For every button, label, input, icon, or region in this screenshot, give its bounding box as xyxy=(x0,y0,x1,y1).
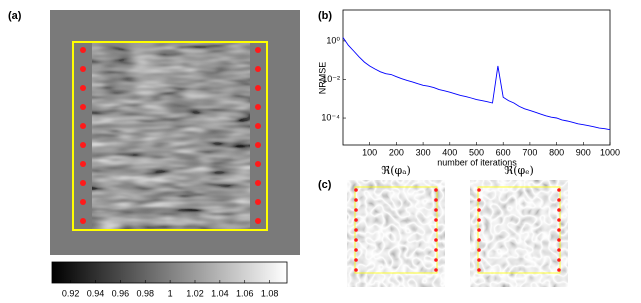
dot xyxy=(434,268,438,272)
x-tick-label: 700 xyxy=(522,147,537,157)
series-line xyxy=(342,37,611,131)
dot xyxy=(80,161,86,167)
dot xyxy=(80,104,86,110)
dot xyxy=(354,218,358,222)
dot xyxy=(354,238,358,242)
x-axis-label: number of iterations xyxy=(437,157,517,167)
dot xyxy=(477,208,481,212)
dot xyxy=(255,104,261,110)
dot xyxy=(477,218,481,222)
y-tick-label: 10⁻⁴ xyxy=(321,112,340,122)
dot xyxy=(477,268,481,272)
dot xyxy=(80,180,86,186)
source-dots xyxy=(354,188,561,272)
dot xyxy=(354,268,358,272)
x-tick-label: 900 xyxy=(576,147,591,157)
panel-label: (a) xyxy=(8,10,22,22)
y-axis-label: NRMSE xyxy=(317,62,327,95)
plot-area xyxy=(342,9,611,146)
x-tick-label: 600 xyxy=(496,147,511,157)
wavefield-image xyxy=(92,42,250,230)
dot xyxy=(354,228,358,232)
dot xyxy=(557,258,561,262)
dot xyxy=(434,218,438,222)
dot xyxy=(255,85,261,91)
dot xyxy=(477,248,481,252)
dot xyxy=(434,248,438,252)
x-tick-label: 100 xyxy=(362,147,377,157)
image-title: ℜ(φₑ) xyxy=(504,164,534,177)
dot xyxy=(557,268,561,272)
dot xyxy=(557,238,561,242)
dot xyxy=(354,248,358,252)
image-title: ℜ(φₐ) xyxy=(381,164,410,177)
dot xyxy=(80,47,86,53)
dot xyxy=(80,85,86,91)
source-dots xyxy=(80,47,261,224)
dot xyxy=(354,188,358,192)
x-tick-label: 1.04 xyxy=(211,288,229,298)
dot xyxy=(477,198,481,202)
x-tick-label: 1 xyxy=(168,288,173,298)
dot xyxy=(255,218,261,224)
dot xyxy=(557,218,561,222)
x-tick-label: 0.92 xyxy=(62,288,80,298)
dot xyxy=(557,208,561,212)
panel-label: (b) xyxy=(318,10,332,22)
dot xyxy=(255,66,261,72)
x-tick-label: 300 xyxy=(416,147,431,157)
field-image xyxy=(470,180,568,287)
x-tick-label: 0.94 xyxy=(87,288,105,298)
dot xyxy=(354,198,358,202)
dot xyxy=(477,188,481,192)
x-tick-label: 200 xyxy=(389,147,404,157)
dot xyxy=(434,198,438,202)
x-tick-label: 1.06 xyxy=(236,288,254,298)
x-tick-label: 800 xyxy=(549,147,564,157)
dot xyxy=(255,142,261,148)
dot xyxy=(80,218,86,224)
dot xyxy=(434,258,438,262)
dot xyxy=(354,258,358,262)
dot xyxy=(255,161,261,167)
dot xyxy=(255,180,261,186)
y-tick-label: 10⁰ xyxy=(326,35,340,45)
dot xyxy=(477,228,481,232)
dot xyxy=(80,123,86,129)
field-image xyxy=(347,180,445,287)
dot xyxy=(434,238,438,242)
dot xyxy=(477,258,481,262)
dot xyxy=(557,188,561,192)
y-tick-label: 10⁻² xyxy=(322,74,340,84)
dot xyxy=(255,199,261,205)
dot xyxy=(477,238,481,242)
x-tick-label: 500 xyxy=(469,147,484,157)
x-tick-label: 1.08 xyxy=(261,288,279,298)
dot xyxy=(557,248,561,252)
dot xyxy=(255,47,261,53)
colorbar xyxy=(51,261,288,284)
x-tick-label: 1000 xyxy=(600,147,620,157)
x-tick-label: 0.98 xyxy=(136,288,154,298)
x-tick-label: 1.02 xyxy=(186,288,204,298)
dot xyxy=(80,199,86,205)
domain-boundary xyxy=(72,41,268,231)
x-tick-label: 400 xyxy=(442,147,457,157)
dot xyxy=(434,228,438,232)
dot xyxy=(557,198,561,202)
dot xyxy=(434,188,438,192)
dot xyxy=(434,208,438,212)
dot xyxy=(80,142,86,148)
x-tick-label: 0.96 xyxy=(112,288,130,298)
dot xyxy=(354,208,358,212)
dot xyxy=(557,228,561,232)
dot xyxy=(80,66,86,72)
dot xyxy=(255,123,261,129)
panel-label: (c) xyxy=(318,179,332,191)
